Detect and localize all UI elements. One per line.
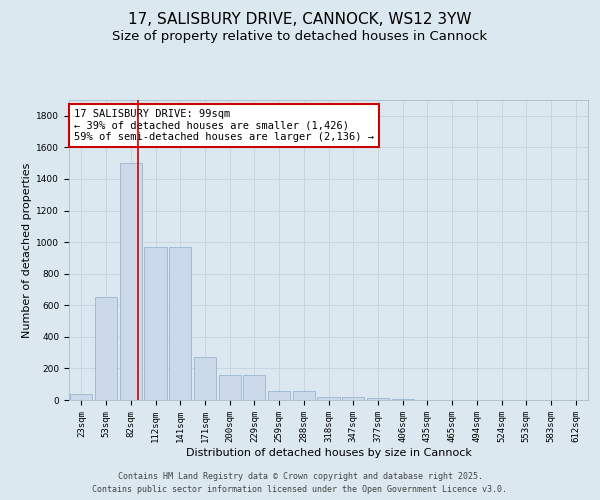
- Bar: [119, 163, 142, 400]
- Text: Size of property relative to detached houses in Cannock: Size of property relative to detached ho…: [112, 30, 488, 43]
- Y-axis label: Number of detached properties: Number of detached properties: [22, 162, 32, 338]
- Bar: [218, 374, 241, 400]
- Bar: [392, 399, 414, 400]
- Bar: [268, 390, 290, 400]
- Bar: [243, 374, 265, 400]
- Bar: [317, 397, 340, 400]
- Bar: [367, 398, 389, 400]
- Bar: [95, 298, 117, 400]
- Bar: [169, 247, 191, 400]
- Text: 17 SALISBURY DRIVE: 99sqm
← 39% of detached houses are smaller (1,426)
59% of se: 17 SALISBURY DRIVE: 99sqm ← 39% of detac…: [74, 109, 374, 142]
- Bar: [293, 390, 315, 400]
- Bar: [70, 394, 92, 400]
- X-axis label: Distribution of detached houses by size in Cannock: Distribution of detached houses by size …: [185, 448, 472, 458]
- Text: Contains HM Land Registry data © Crown copyright and database right 2025.: Contains HM Land Registry data © Crown c…: [118, 472, 482, 481]
- Bar: [145, 247, 167, 400]
- Text: 17, SALISBURY DRIVE, CANNOCK, WS12 3YW: 17, SALISBURY DRIVE, CANNOCK, WS12 3YW: [128, 12, 472, 28]
- Bar: [342, 397, 364, 400]
- Bar: [194, 358, 216, 400]
- Text: Contains public sector information licensed under the Open Government Licence v3: Contains public sector information licen…: [92, 485, 508, 494]
